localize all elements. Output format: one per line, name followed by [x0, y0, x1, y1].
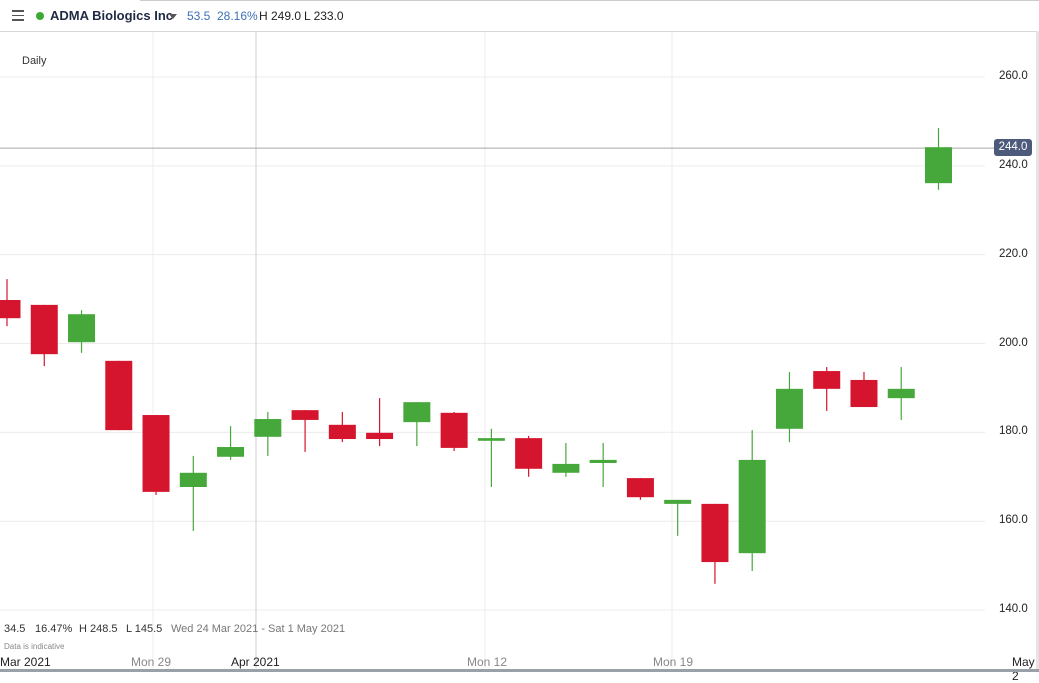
footer-change: 34.5	[4, 623, 26, 635]
candle-down	[813, 371, 841, 389]
candle-down	[30, 304, 58, 355]
candle-up	[552, 463, 580, 473]
candle-up	[254, 419, 282, 437]
candle-down	[701, 503, 729, 563]
candle-down	[0, 299, 21, 319]
candle-down	[291, 410, 319, 420]
right-border	[1036, 31, 1039, 672]
header-change: 53.5	[187, 9, 211, 23]
y-tick-label: 180.0	[999, 425, 1028, 438]
header-high: H 249.0	[259, 9, 302, 23]
y-tick-label: 160.0	[999, 514, 1028, 527]
y-tick-label: 220.0	[999, 247, 1028, 260]
market-status-dot-icon	[36, 12, 44, 20]
candle-down	[515, 438, 543, 469]
crosshair-price-label: 244.0	[994, 139, 1032, 156]
x-tick-label: Mon 12	[467, 655, 508, 669]
candle-up	[477, 438, 505, 441]
candle-up	[217, 447, 245, 457]
header-low: L 233.0	[304, 9, 344, 23]
footer-high: H 248.5	[79, 623, 118, 635]
candle-up	[887, 388, 915, 399]
x-tick-label: Apr 2021	[231, 655, 280, 669]
candle-up	[664, 499, 692, 504]
candle-down	[440, 412, 468, 448]
x-tick-label: Mon 29	[131, 655, 172, 669]
header-change-pct: 28.16%	[217, 9, 258, 23]
chevron-down-icon[interactable]	[169, 14, 177, 19]
candle-up	[775, 388, 803, 429]
candle-up	[179, 472, 207, 487]
divider	[140, 0, 1039, 1]
candle-up	[68, 314, 96, 343]
candle-up	[925, 147, 952, 184]
candle-down	[366, 432, 394, 440]
candle-down	[105, 360, 133, 431]
candle-down	[850, 379, 878, 408]
data-indicative-note: Data is indicative	[4, 642, 65, 651]
candle-down	[142, 415, 170, 492]
y-tick-label: 140.0	[999, 603, 1028, 616]
footer-change-pct: 16.47%	[35, 623, 73, 635]
candle-up	[589, 459, 617, 464]
x-tick-label: Mon 19	[653, 655, 694, 669]
bottom-border	[0, 669, 1039, 672]
footer-low: L 145.5	[126, 623, 163, 635]
instrument-name[interactable]: ADMA Biologics Inc	[50, 8, 174, 23]
x-tick-label: Mar 2021	[0, 655, 51, 669]
chart-header: ADMA Biologics Inc 53.5 28.16% H 249.0 L…	[0, 0, 1039, 32]
menu-icon[interactable]	[12, 10, 24, 21]
y-tick-label: 200.0	[999, 336, 1028, 349]
candle-down	[626, 478, 654, 498]
candle-up	[738, 459, 766, 554]
candle-down	[328, 424, 356, 440]
interval-label[interactable]: Daily	[22, 55, 47, 67]
y-tick-label: 240.0	[999, 158, 1028, 171]
candle-up	[403, 402, 431, 423]
footer-date-range: Wed 24 Mar 2021 - Sat 1 May 2021	[171, 623, 346, 635]
y-tick-label: 260.0	[999, 70, 1028, 82]
